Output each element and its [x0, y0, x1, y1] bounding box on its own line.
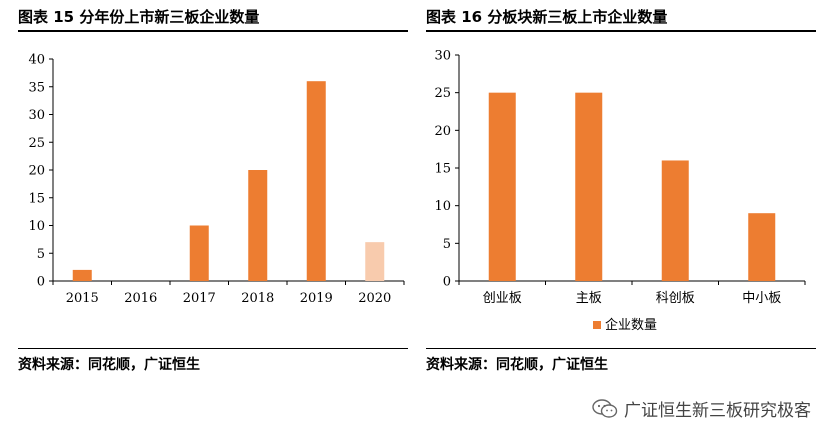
y-tick-label: 0 — [37, 275, 45, 290]
wechat-icon — [592, 398, 618, 418]
watermark-text: 广证恒生新三板研究极客 — [624, 401, 811, 421]
bar-创业板 — [488, 92, 516, 282]
legend-label: 企业数量 — [605, 317, 657, 333]
right-source-rule — [426, 348, 816, 349]
y-tick-label: 25 — [434, 86, 451, 101]
bar-2015 — [72, 269, 92, 281]
y-tick-label: 5 — [37, 247, 45, 262]
bar-中小板 — [748, 213, 776, 281]
y-tick-label: 40 — [28, 53, 45, 68]
y-tick-label: 15 — [28, 191, 45, 206]
x-tick-label: 2020 — [358, 291, 391, 306]
bar-科创板 — [661, 160, 689, 281]
x-tick-label: 创业板 — [483, 291, 522, 306]
x-tick-label: 2017 — [183, 291, 216, 306]
bar-2018 — [248, 170, 268, 281]
bar-主板 — [575, 92, 603, 282]
left-chart-title: 图表 15 分年份上市新三板企业数量 — [18, 8, 260, 26]
x-tick-label: 2018 — [241, 291, 274, 306]
bar-2017 — [189, 225, 209, 281]
bar-2020 — [365, 242, 385, 281]
y-tick-label: 5 — [443, 237, 451, 252]
x-tick-label: 2016 — [124, 291, 157, 306]
y-tick-label: 30 — [28, 108, 45, 123]
x-tick-label: 科创板 — [656, 291, 695, 306]
y-tick-label: 25 — [28, 136, 45, 151]
y-tick-label: 20 — [28, 164, 45, 179]
x-tick-label: 2019 — [300, 291, 333, 306]
x-tick-label: 主板 — [576, 291, 602, 306]
legend-swatch — [593, 321, 601, 329]
left-source-note: 资料来源：同花顺，广证恒生 — [18, 357, 200, 373]
right-chart-title: 图表 16 分板块新三板上市企业数量 — [426, 8, 668, 26]
y-tick-label: 30 — [434, 49, 451, 64]
y-tick-label: 10 — [28, 219, 45, 234]
y-tick-label: 15 — [434, 162, 451, 177]
x-tick-label: 2015 — [66, 291, 99, 306]
x-tick-label: 中小板 — [742, 291, 781, 306]
right-title-rule — [426, 30, 816, 32]
y-tick-label: 10 — [434, 199, 451, 214]
y-tick-label: 0 — [443, 275, 451, 290]
y-tick-label: 20 — [434, 124, 451, 139]
left-source-rule — [18, 348, 408, 349]
y-tick-label: 35 — [28, 80, 45, 95]
bar-2019 — [306, 81, 326, 281]
left-title-rule — [18, 30, 408, 32]
watermark: 广证恒生新三板研究极客 — [592, 396, 811, 421]
right-source-note: 资料来源：同花顺，广证恒生 — [426, 357, 608, 373]
